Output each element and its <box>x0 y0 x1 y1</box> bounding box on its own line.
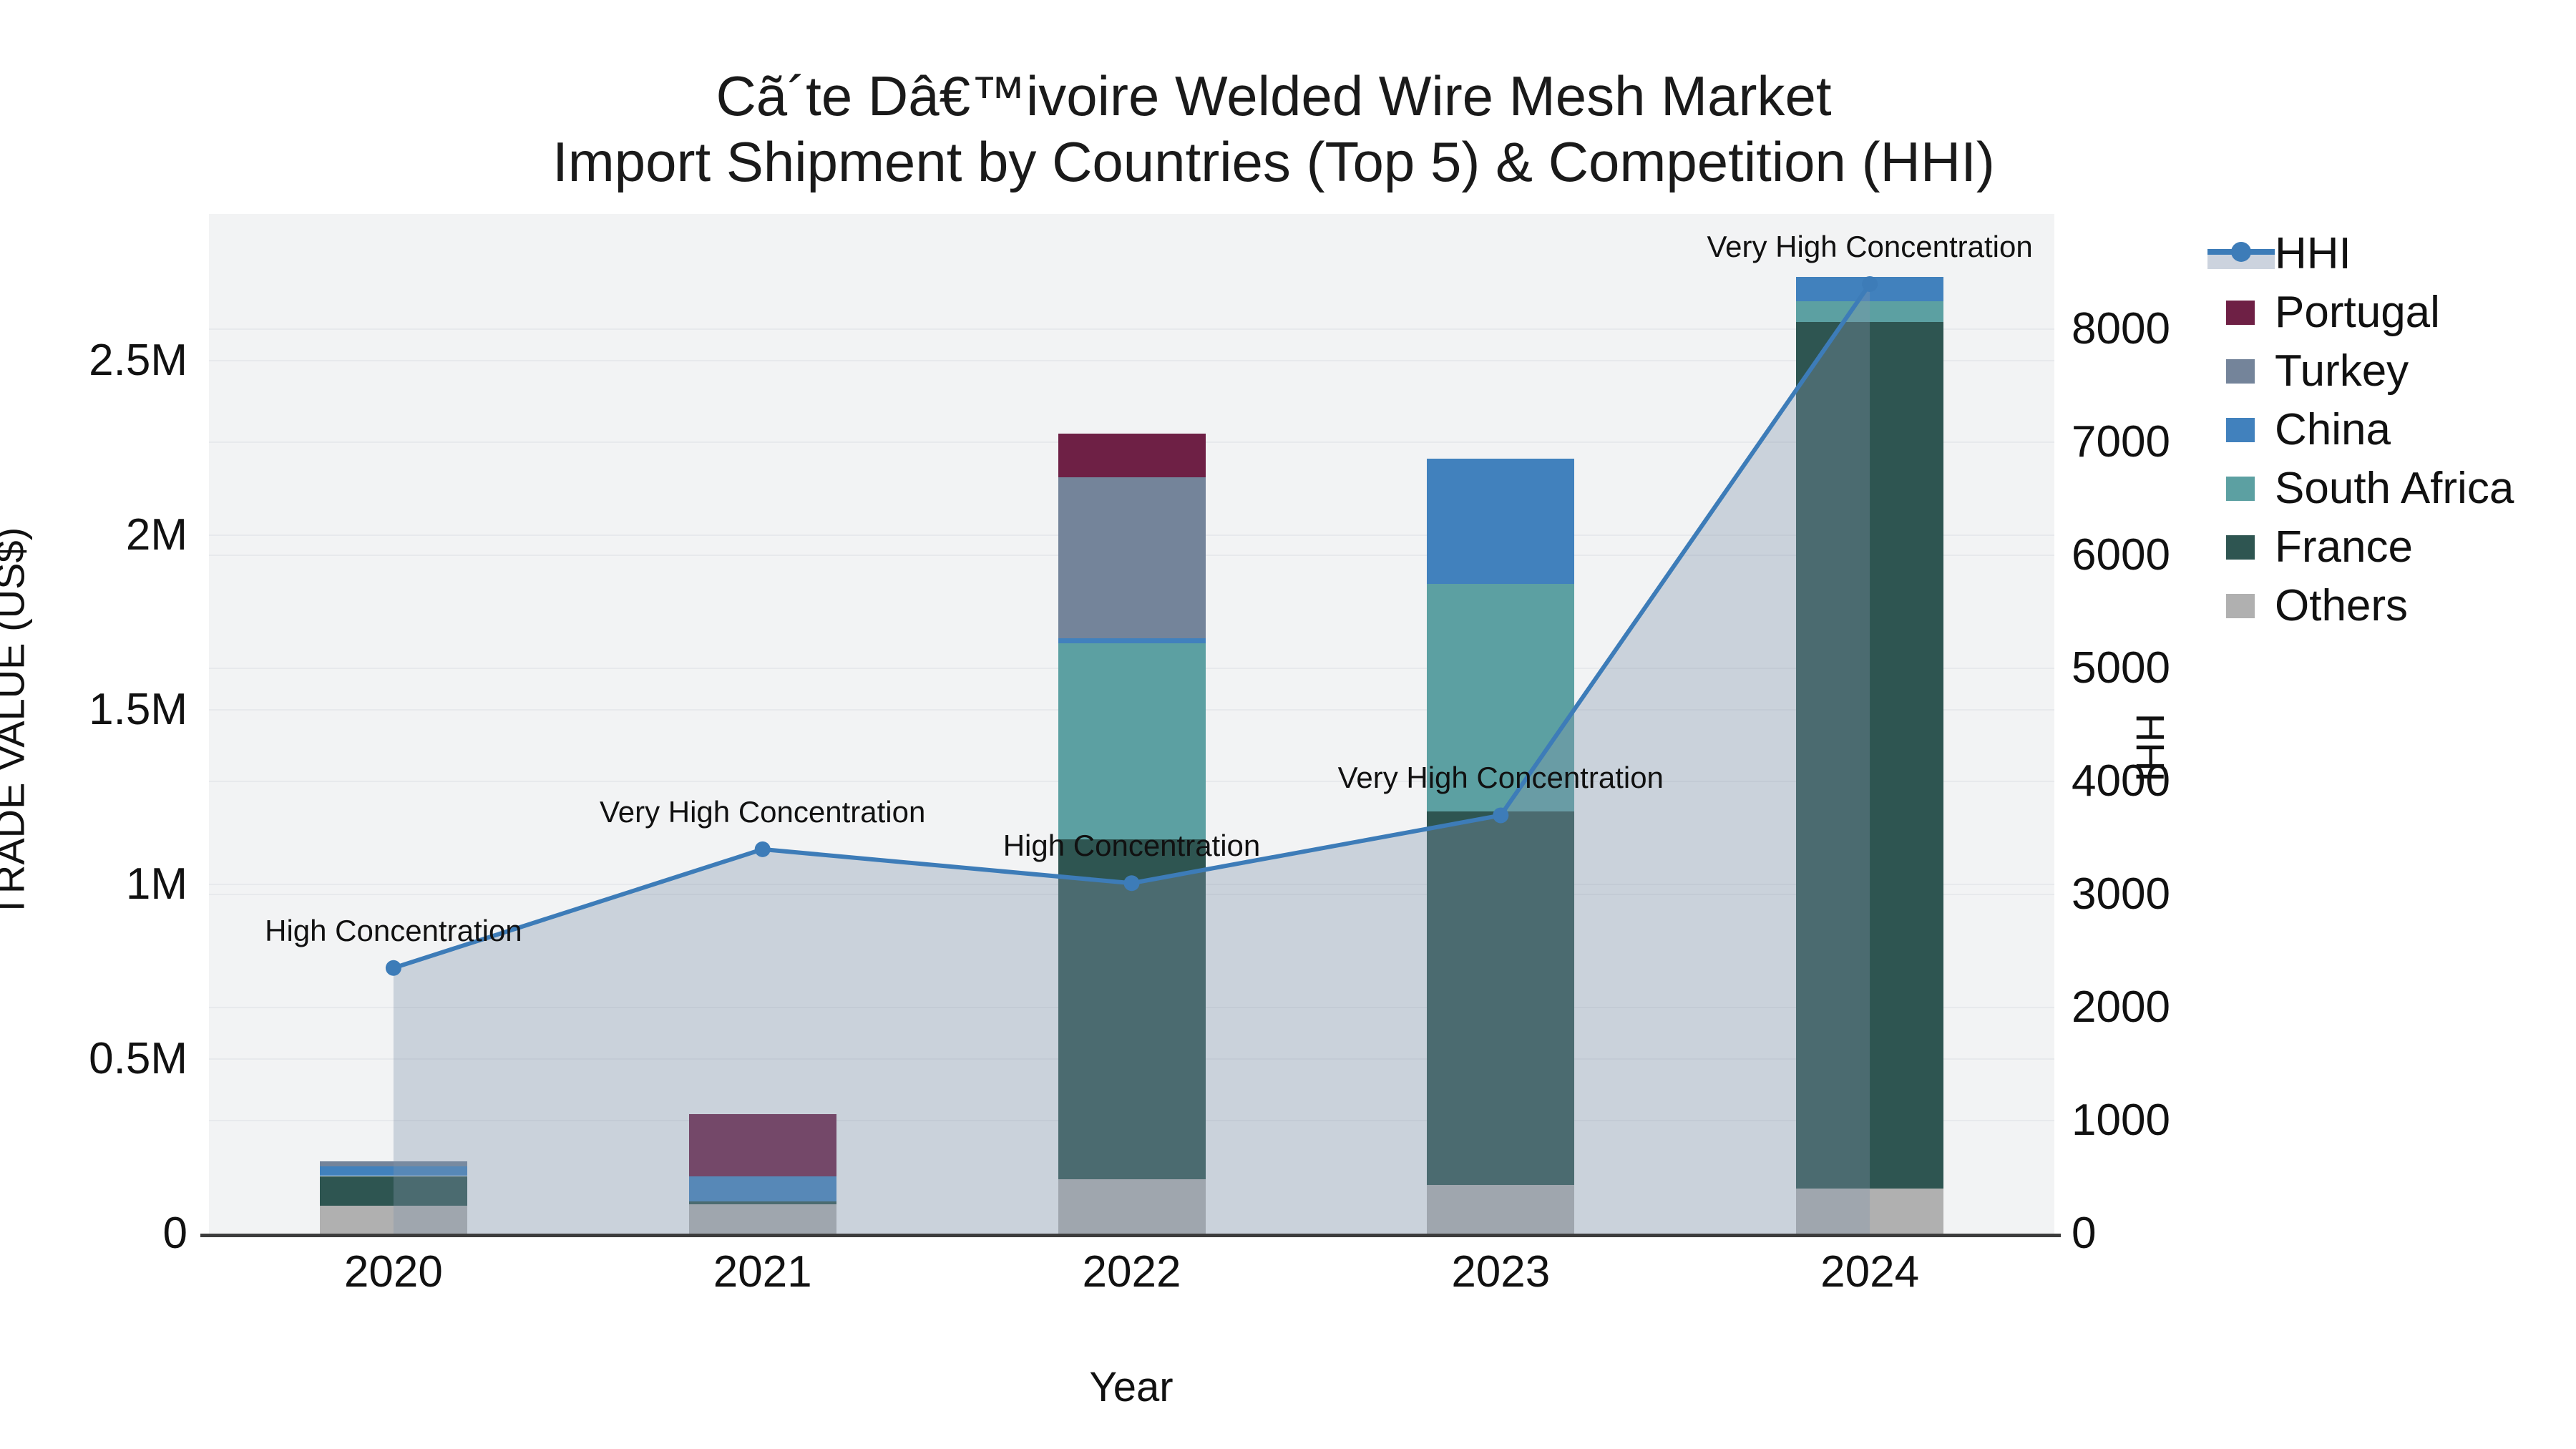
annotations-layer: High Concentration Very High Concentratio… <box>209 214 2054 1234</box>
legend-item-china[interactable]: China <box>2207 408 2514 452</box>
x-tick-2020: 2020 <box>343 1247 443 1297</box>
bar-segment-2022-turkey[interactable] <box>1058 477 1206 638</box>
legend-label-china: China <box>2275 405 2391 454</box>
legend-item-portugal[interactable]: Portugal <box>2207 291 2514 335</box>
bar-segment-2020-others[interactable] <box>319 1205 467 1234</box>
legend-item-france[interactable]: France <box>2207 525 2514 570</box>
y-right-tick-6000: 6000 <box>2072 530 2170 580</box>
bar-segment-2020-france[interactable] <box>319 1176 467 1206</box>
bar-segment-2023-china[interactable] <box>1427 458 1575 585</box>
y-right-tick-0: 0 <box>2072 1209 2097 1258</box>
y-right-tick-5000: 5000 <box>2072 643 2170 693</box>
bar-segment-2021-china[interactable] <box>688 1176 836 1201</box>
chart-title-line1: Cã´te Dâ€™ivoire Welded Wire Mesh Market <box>716 64 1832 127</box>
y-left-tick-0: 0 <box>162 1209 187 1258</box>
annotation-2022: High Concentration <box>1002 829 1261 863</box>
x-tick-2023: 2023 <box>1451 1247 1551 1297</box>
legend-swatch-china <box>2226 418 2255 442</box>
y-right-tick-8000: 8000 <box>2072 304 2170 354</box>
legend-swatch-france <box>2226 535 2255 560</box>
bar-segment-2024-france[interactable] <box>1796 322 1944 1189</box>
bar-segment-2020-turkey[interactable] <box>319 1161 467 1166</box>
legend-swatch-turkey <box>2226 359 2255 384</box>
hhi-marker-2022[interactable] <box>1123 875 1140 892</box>
y-left-tick-0.5M: 0.5M <box>89 1033 187 1083</box>
bars-layer <box>209 214 2054 1234</box>
legend-swatch-others <box>2226 594 2255 618</box>
hhi-marker-2023[interactable] <box>1493 807 1509 824</box>
hhi-marker-2020[interactable] <box>385 960 401 976</box>
legend-item-hhi[interactable]: HHI <box>2207 232 2514 276</box>
bar-segment-2021-portugal[interactable] <box>688 1113 836 1177</box>
legend-item-turkey[interactable]: Turkey <box>2207 349 2514 394</box>
annotation-2024: Very High Concentration <box>1707 229 2033 263</box>
x-tick-2022: 2022 <box>1082 1247 1181 1297</box>
hhi-marker-swatch <box>2231 242 2251 262</box>
chart-title: Cã´te Dâ€™ivoire Welded Wire Mesh Market… <box>0 63 2547 195</box>
y-left-tick-2M: 2M <box>125 509 187 560</box>
y-right-tick-3000: 3000 <box>2072 869 2170 919</box>
y-left-tick-1.5M: 1.5M <box>89 684 187 734</box>
y-right-tick-4000: 4000 <box>2072 756 2170 806</box>
bar-segment-2022-france[interactable] <box>1058 839 1206 1180</box>
hhi-line-icon <box>2207 236 2275 272</box>
hhi-marker-2024[interactable] <box>1862 275 1878 292</box>
bar-segment-2020-china[interactable] <box>319 1166 467 1176</box>
legend-label-south-africa: South Africa <box>2275 464 2514 513</box>
gridline <box>209 359 2054 361</box>
bar-segment-2023-south-africa[interactable] <box>1427 584 1575 811</box>
annotation-2020: High Concentration <box>265 913 522 947</box>
bar-segment-2022-china[interactable] <box>1058 638 1206 644</box>
bar-segment-2024-south-africa[interactable] <box>1796 301 1944 323</box>
bar-segment-2024-others[interactable] <box>1796 1188 1944 1234</box>
hhi-marker-2021[interactable] <box>754 841 771 857</box>
legend-label-others: Others <box>2275 581 2409 630</box>
x-axis-title: Year <box>1089 1364 1174 1410</box>
legend-item-south-africa[interactable]: South Africa <box>2207 467 2514 511</box>
bar-segment-2023-france[interactable] <box>1427 811 1575 1185</box>
x-tick-2021: 2021 <box>713 1247 812 1297</box>
legend-swatch-south-africa <box>2226 477 2255 501</box>
x-tick-2024: 2024 <box>1820 1247 1920 1297</box>
y-axis-right-title: HHI <box>2127 713 2173 783</box>
legend-item-others[interactable]: Others <box>2207 584 2514 628</box>
bar-segment-2023-others[interactable] <box>1427 1184 1575 1234</box>
y-right-tick-2000: 2000 <box>2072 982 2170 1033</box>
bar-segment-2022-south-africa[interactable] <box>1058 643 1206 839</box>
y-right-tick-7000: 7000 <box>2072 417 2170 467</box>
bar-segment-2022-portugal[interactable] <box>1058 434 1206 478</box>
y-axis-left-title: TRADE VALUE (US$) <box>0 527 33 919</box>
x-axis-line <box>200 1234 2061 1237</box>
annotation-2021: Very High Concentration <box>600 794 926 829</box>
bar-segment-2021-france[interactable] <box>688 1201 836 1204</box>
legend-label-france: France <box>2275 522 2413 572</box>
legend-label-portugal: Portugal <box>2275 288 2440 337</box>
gridline <box>209 328 2054 331</box>
y-left-tick-1M: 1M <box>125 859 187 909</box>
annotation-2023: Very High Concentration <box>1337 761 1664 795</box>
bar-segment-2021-others[interactable] <box>688 1204 836 1234</box>
y-right-tick-1000: 1000 <box>2072 1096 2170 1146</box>
plot-area: High Concentration Very High Concentratio… <box>209 214 2054 1234</box>
legend-swatch-portugal <box>2226 301 2255 325</box>
hhi-line-layer <box>209 214 2054 1234</box>
bar-segment-2022-others[interactable] <box>1058 1179 1206 1234</box>
legend: HHI Portugal Turkey China South Africa France… <box>2207 232 2514 647</box>
hhi-area-fill <box>393 283 1870 1234</box>
legend-label-hhi: HHI <box>2275 229 2351 278</box>
legend-label-turkey: Turkey <box>2275 346 2409 396</box>
y-left-tick-2.5M: 2.5M <box>89 335 187 385</box>
chart-title-line2: Import Shipment by Countries (Top 5) & C… <box>552 130 1995 193</box>
